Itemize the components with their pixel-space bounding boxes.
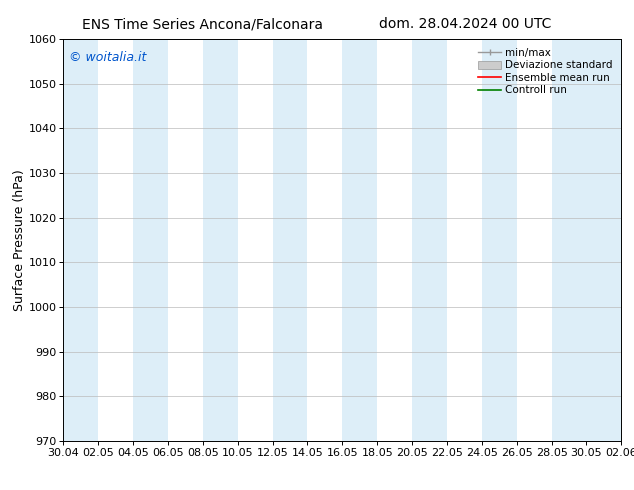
Y-axis label: Surface Pressure (hPa): Surface Pressure (hPa) [13,169,25,311]
Text: ENS Time Series Ancona/Falconara: ENS Time Series Ancona/Falconara [82,17,323,31]
Bar [342,39,377,441]
Bar [63,39,98,441]
Bar [552,39,586,441]
Bar [203,39,238,441]
Bar [412,39,447,441]
Bar [273,39,307,441]
Text: © woitalia.it: © woitalia.it [69,51,146,64]
Bar [586,39,621,441]
Bar [133,39,168,441]
Bar [482,39,517,441]
Legend: min/max, Deviazione standard, Ensemble mean run, Controll run: min/max, Deviazione standard, Ensemble m… [476,45,616,98]
Text: dom. 28.04.2024 00 UTC: dom. 28.04.2024 00 UTC [379,17,552,31]
